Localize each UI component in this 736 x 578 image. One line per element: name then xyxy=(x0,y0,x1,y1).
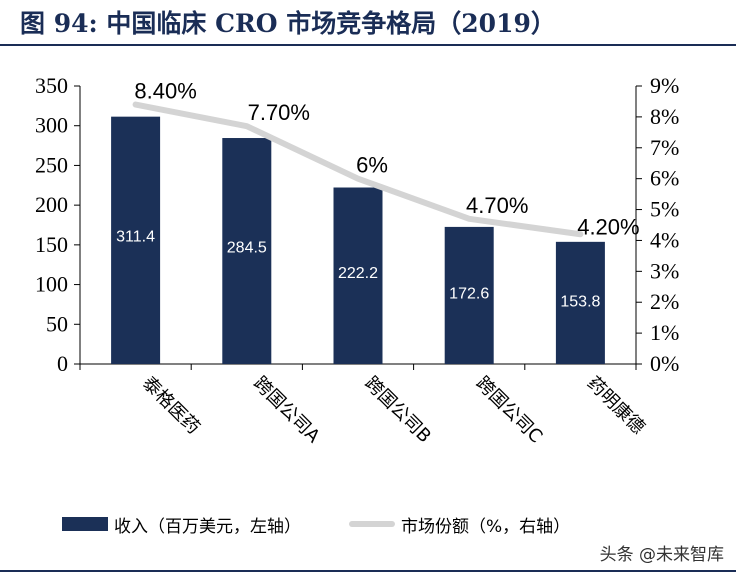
right-tick-label: 9% xyxy=(650,73,679,98)
legend-bar-label: 收入（百万美元，左轴） xyxy=(114,516,301,537)
category-label: 泰格医药 xyxy=(138,373,204,439)
share-value-label: 6% xyxy=(356,153,388,178)
bar-value-label: 172.6 xyxy=(449,286,489,303)
share-line xyxy=(132,101,584,238)
left-tick-label: 250 xyxy=(35,152,68,177)
bar xyxy=(555,241,605,364)
right-tick-label: 6% xyxy=(650,166,679,191)
bar-value-label: 284.5 xyxy=(227,239,267,256)
left-tick-label: 200 xyxy=(35,192,68,217)
legend-line-swatch xyxy=(349,521,395,527)
right-tick-label: 4% xyxy=(650,227,679,252)
right-tick-label: 5% xyxy=(650,197,679,222)
watermark: 头条 @未来智库 xyxy=(599,545,724,565)
right-tick-label: 1% xyxy=(650,320,679,345)
share-value-label: 4.20% xyxy=(577,214,639,239)
right-tick-label: 0% xyxy=(650,351,679,376)
left-tick-label: 150 xyxy=(35,232,68,257)
right-tick-label: 8% xyxy=(650,104,679,129)
left-tick-label: 0 xyxy=(57,351,68,376)
category-label: 跨国公司C xyxy=(472,373,547,448)
legend-bar-swatch xyxy=(62,517,108,531)
share-value-label: 8.40% xyxy=(134,79,196,104)
left-tick-label: 300 xyxy=(35,113,68,138)
title-divider xyxy=(0,44,736,46)
left-tick-label: 100 xyxy=(35,272,68,297)
right-tick-label: 2% xyxy=(650,289,679,314)
legend-line-label: 市场份额（%，右轴） xyxy=(401,516,571,537)
left-tick-label: 50 xyxy=(46,311,68,336)
bottom-divider xyxy=(0,570,736,572)
share-value-label: 7.70% xyxy=(248,100,310,125)
bar-value-label: 153.8 xyxy=(560,293,600,310)
bar xyxy=(111,116,161,365)
bar xyxy=(333,187,383,364)
left-tick-label: 350 xyxy=(35,73,68,98)
bar-value-label: 311.4 xyxy=(116,228,155,245)
right-tick-label: 3% xyxy=(650,258,679,283)
bar xyxy=(444,226,494,364)
category-label: 药明康德 xyxy=(583,373,649,439)
right-tick-label: 7% xyxy=(650,135,679,160)
bar xyxy=(222,138,272,364)
chart-title: 图 94: 中国临床 CRO 市场竞争格局（2019） xyxy=(20,9,556,38)
category-label: 跨国公司A xyxy=(249,373,324,448)
category-label: 跨国公司B xyxy=(360,373,435,448)
bar-value-label: 222.2 xyxy=(338,265,378,282)
legend: 收入（百万美元，左轴） 市场份额（%，右轴） xyxy=(62,510,570,538)
share-value-label: 4.70% xyxy=(466,193,528,218)
